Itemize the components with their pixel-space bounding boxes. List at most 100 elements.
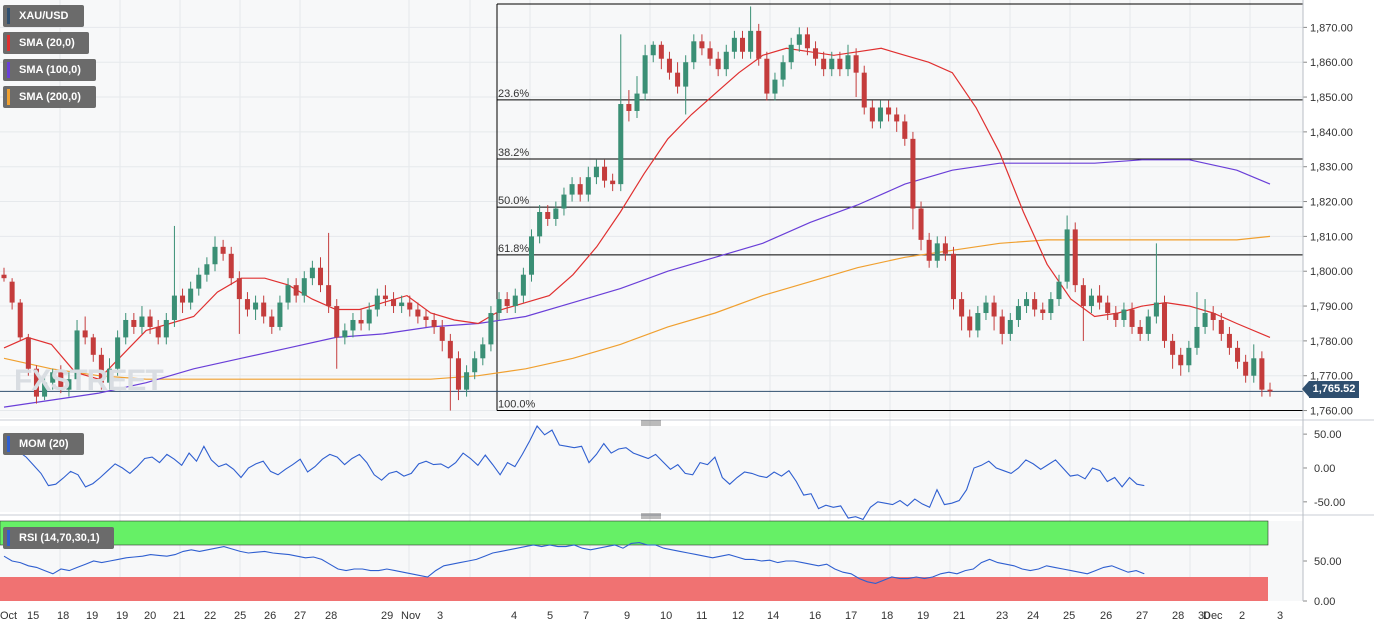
candle-body <box>147 316 153 327</box>
candle-body <box>796 34 802 45</box>
x-axis-label: 11 <box>696 610 707 622</box>
candle-body <box>106 368 113 383</box>
x-axis-label: 25 <box>234 610 246 622</box>
legend-rsi[interactable]: RSI (14,70,30,1) <box>3 527 114 549</box>
candle-body <box>853 55 859 73</box>
candle-body <box>634 93 640 111</box>
candle-body <box>488 313 494 345</box>
x-axis-label: 18 <box>881 610 893 622</box>
fib-level-label: 23.6% <box>498 88 529 100</box>
candle-body <box>1235 347 1241 362</box>
x-axis-label: 7 <box>583 610 589 622</box>
candle-body <box>1178 354 1184 366</box>
candle-body <box>577 184 583 195</box>
candle-body <box>139 316 145 327</box>
legend-sma20[interactable]: SMA (20,0) <box>3 32 89 54</box>
candle-body <box>918 208 924 240</box>
x-axis-label: 16 <box>809 610 821 622</box>
candle-body <box>877 107 883 122</box>
price-axis-label: 1,770.00 <box>1310 371 1353 383</box>
candle-body <box>886 107 892 115</box>
legend-sma200[interactable]: SMA (200,0) <box>3 86 96 108</box>
x-axis-label: 26 <box>1100 610 1112 622</box>
candle-body <box>1113 313 1119 320</box>
candle-body <box>1218 319 1224 334</box>
candle-body <box>1064 229 1070 282</box>
price-axis-label: 1,760.00 <box>1310 406 1353 418</box>
x-axis-label: 2 <box>1239 610 1245 622</box>
candle-body <box>171 295 177 320</box>
candle-body <box>123 319 129 338</box>
candle-body <box>967 316 973 331</box>
mom-axis-label: 50.00 <box>1314 429 1342 441</box>
candle-body <box>675 72 681 87</box>
candle-body <box>764 58 770 94</box>
x-axis-label: 17 <box>845 610 857 622</box>
candle-body <box>934 243 940 261</box>
candle-body <box>1 274 7 279</box>
candle-body <box>1194 326 1200 348</box>
fib-level-label: 61.8% <box>498 243 529 255</box>
x-axis-label: 28 <box>1172 610 1184 622</box>
x-axis-label: 15 <box>27 610 39 622</box>
rsi-line <box>3 542 1145 584</box>
candle-body <box>1129 309 1135 327</box>
price-axis-label: 1,850.00 <box>1310 92 1353 104</box>
candle-body <box>326 285 332 307</box>
rsi-overbought-zone <box>0 520 1269 546</box>
candle-body <box>212 246 218 265</box>
sma20-line <box>3 47 1271 380</box>
legend-label-sma200: SMA (200,0) <box>19 91 81 103</box>
x-axis-label: 22 <box>204 610 216 622</box>
legend-swatch-xauusd <box>7 8 10 24</box>
legend-swatch-sma200 <box>7 89 10 105</box>
candle-body <box>894 114 900 122</box>
x-axis-label: 29 <box>381 610 393 622</box>
candle-body <box>1040 309 1046 314</box>
legend-mom[interactable]: MOM (20) <box>3 433 84 455</box>
candle-body <box>1080 285 1086 307</box>
legend-swatch-sma20 <box>7 35 10 51</box>
candle-body <box>350 319 356 331</box>
x-axis-label: 25 <box>1063 610 1075 622</box>
candle-body <box>804 34 810 49</box>
candle-body <box>285 285 291 303</box>
candle-body <box>374 295 380 310</box>
candle-body <box>788 44 794 63</box>
x-axis-label: 30 <box>1198 610 1210 622</box>
candle-body <box>1007 319 1013 334</box>
candle-body <box>593 166 599 178</box>
candle-body <box>520 274 526 296</box>
candle-body <box>391 299 397 307</box>
candle-body <box>58 372 64 390</box>
candle-body <box>869 107 875 122</box>
candle-body <box>845 55 851 70</box>
rsi-axis-label: 50.00 <box>1314 556 1342 568</box>
x-axis-label: 19 <box>86 610 98 622</box>
candle-body <box>561 194 567 209</box>
candle-body <box>837 58 843 70</box>
candle-body <box>610 180 616 185</box>
candle-body <box>131 319 137 327</box>
candle-body <box>431 319 437 327</box>
candle-body <box>317 267 324 286</box>
candle-body <box>772 79 778 94</box>
candle-body <box>642 55 648 94</box>
candle-body <box>1226 333 1232 348</box>
x-axis-label: 3 <box>437 610 443 622</box>
candle-body <box>999 316 1005 334</box>
candle-body <box>1137 326 1143 334</box>
candle-body <box>9 281 15 303</box>
candle-body <box>626 104 632 111</box>
candle-body <box>707 48 713 59</box>
x-axis-label: 26 <box>264 610 276 622</box>
x-axis-label: 3 <box>1277 610 1283 622</box>
candle-body <box>715 58 721 70</box>
mom-line <box>3 425 1145 521</box>
legend-label-sma100: SMA (100,0) <box>19 64 81 76</box>
candle-body <box>1210 313 1216 320</box>
candle-body <box>739 37 746 52</box>
legend-sma100[interactable]: SMA (100,0) <box>3 59 96 81</box>
candle-body <box>261 302 267 317</box>
legend-xauusd[interactable]: XAU/USD <box>3 5 84 27</box>
